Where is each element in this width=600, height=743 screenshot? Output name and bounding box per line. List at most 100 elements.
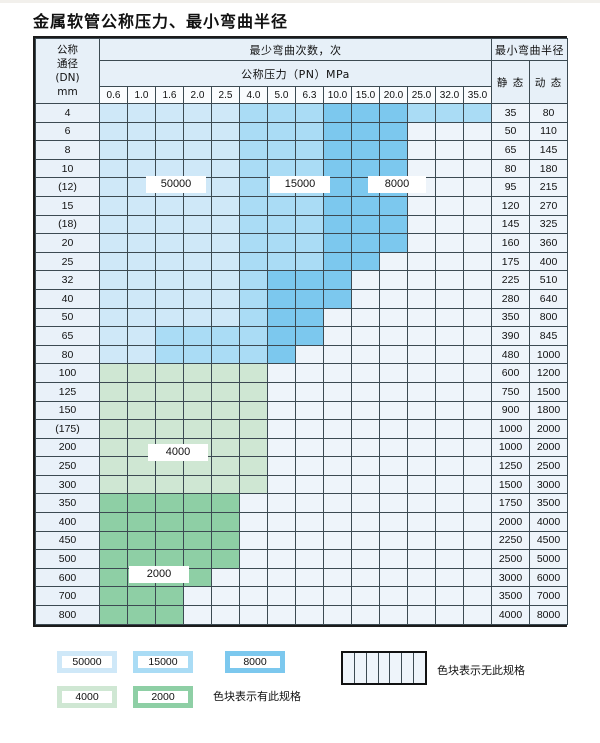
spec-cell	[127, 270, 156, 290]
spec-cell	[267, 437, 296, 458]
spec-cell	[351, 493, 380, 514]
legend-chip: 8000	[225, 651, 285, 673]
dynamic-radius-value: 400	[529, 251, 569, 272]
spec-cell	[127, 195, 156, 216]
spec-cell	[351, 567, 380, 588]
table-row: 6 50 110	[35, 121, 569, 142]
spec-cell	[239, 586, 268, 607]
spec-cell	[239, 400, 268, 421]
spec-cell	[99, 549, 128, 569]
spec-cell	[407, 195, 436, 216]
spec-cell	[267, 530, 296, 551]
value-callout: 50000	[146, 176, 206, 193]
no-spec-cell	[379, 653, 391, 683]
spec-cell	[323, 195, 352, 216]
static-radius-value: 145	[491, 214, 531, 235]
spec-cell	[435, 344, 464, 365]
dn-value: 80	[35, 344, 100, 365]
dn-value: 10	[35, 158, 100, 179]
spec-cell	[239, 140, 268, 160]
table-row: 150 900 1800	[35, 400, 569, 421]
static-radius-value: 1000	[491, 419, 531, 439]
spec-cell	[99, 270, 128, 290]
spec-cell	[351, 419, 380, 439]
pressure-col-header: 20.0	[379, 86, 408, 104]
spec-cell	[211, 121, 240, 142]
spec-cell	[323, 400, 352, 421]
dn-value: (18)	[35, 214, 100, 235]
spec-cell	[99, 251, 128, 272]
spec-cell	[462, 512, 493, 532]
spec-cell	[99, 195, 128, 216]
dynamic-radius-value: 3000	[529, 474, 569, 495]
spec-cell	[267, 288, 296, 309]
spec-cell	[379, 549, 408, 569]
table-row: 125 750 1500	[35, 381, 569, 402]
spec-cell	[267, 270, 296, 290]
table-row: 50 350 800	[35, 307, 569, 328]
spec-cell	[155, 344, 184, 365]
spec-cell	[211, 456, 240, 476]
spec-cell	[183, 288, 212, 309]
spec-cell	[462, 530, 493, 551]
spec-cell	[351, 140, 380, 160]
spec-cell	[407, 307, 436, 328]
spec-cell	[239, 288, 268, 309]
spec-cell	[239, 103, 268, 123]
spec-cell	[99, 567, 128, 588]
spec-cell	[267, 121, 296, 142]
spec-cell	[462, 103, 493, 123]
spec-cell	[183, 605, 212, 625]
dn-value: 15	[35, 195, 100, 216]
dynamic-radius-value: 1200	[529, 363, 569, 383]
static-radius-value: 350	[491, 307, 531, 328]
static-header: 静 态	[491, 60, 531, 104]
spec-cell	[155, 493, 184, 514]
spec-cell	[127, 288, 156, 309]
spec-cell	[155, 419, 184, 439]
spec-cell	[267, 512, 296, 532]
spec-cell	[239, 363, 268, 383]
pressure-col-header: 10.0	[323, 86, 352, 104]
dn-value: 450	[35, 530, 100, 551]
spec-cell	[462, 270, 493, 290]
spec-cell	[351, 456, 380, 476]
spec-cell	[379, 530, 408, 551]
table-body: 4 35 80 6 50 110 8 65 145 10 80 180 (12) 95 215 15 120 27…	[35, 103, 569, 625]
table-row: 15 120 270	[35, 195, 569, 216]
static-radius-value: 280	[491, 288, 531, 309]
spec-cell	[323, 549, 352, 569]
static-radius-value: 390	[491, 326, 531, 346]
pressure-col-header: 25.0	[407, 86, 436, 104]
spec-cell	[379, 326, 408, 346]
no-spec-cell	[402, 653, 415, 683]
dynamic-radius-value: 5000	[529, 549, 569, 569]
spec-cell	[183, 474, 212, 495]
spec-cell	[127, 251, 156, 272]
spec-cell	[183, 195, 212, 216]
dn-value: 350	[35, 493, 100, 514]
spec-cell	[239, 344, 268, 365]
spec-cell	[295, 437, 324, 458]
spec-cell	[379, 512, 408, 532]
spec-cell	[211, 605, 240, 625]
spec-cell	[267, 549, 296, 569]
spec-cell	[379, 437, 408, 458]
spec-cell	[267, 251, 296, 272]
spec-cell	[295, 158, 324, 179]
spec-cell	[462, 214, 493, 235]
spec-cell	[323, 103, 352, 123]
dynamic-radius-value: 8000	[529, 605, 569, 625]
spec-cell	[407, 605, 436, 625]
dn-header-line-1: 公称	[57, 44, 78, 56]
spec-cell	[435, 270, 464, 290]
spec-cell	[323, 140, 352, 160]
spec-cell	[239, 530, 268, 551]
spec-cell	[267, 195, 296, 216]
spec-cell	[267, 586, 296, 607]
spec-cell	[183, 456, 212, 476]
spec-cell	[462, 456, 493, 476]
dynamic-radius-value: 845	[529, 326, 569, 346]
spec-cell	[127, 214, 156, 235]
spec-cell	[267, 214, 296, 235]
